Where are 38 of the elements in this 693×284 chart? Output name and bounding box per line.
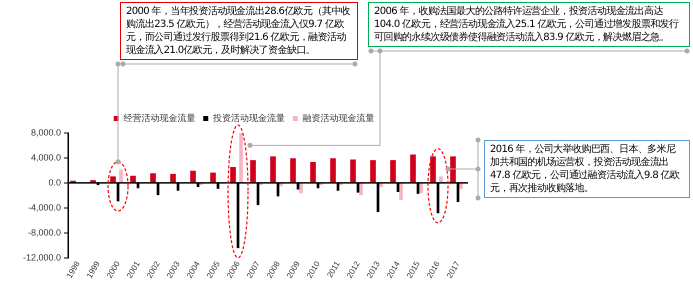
legend-label: 融资活动现金流量 [302, 112, 374, 123]
bar [350, 160, 356, 183]
text: 2016 年，公司大举收购巴西、日本、多米尼加共和国的机场运营权，投资活动现金流出47.8 亿欧元，公司通过融资活动流入9.8 亿欧元，再次推动收购落地。 [484, 140, 690, 198]
bar [390, 160, 396, 183]
bar [239, 133, 243, 183]
legend-label: 经营活动现金流量 [123, 112, 196, 123]
bar [119, 169, 123, 183]
bar [459, 183, 463, 189]
bar [439, 176, 443, 183]
bar [419, 183, 423, 194]
bar [410, 154, 416, 183]
y-tick-label: 0.0 [48, 177, 62, 188]
bar [250, 160, 256, 183]
bar [130, 176, 136, 183]
bar [210, 172, 216, 183]
bar [150, 173, 156, 183]
text: 2006 年，收购法国最大的公路特许运营企业，投资活动现金流出高达104.0 亿欧元，经营活动现金流入25.1 亿欧元，公司通过增发股票和发行可回购的永续次级债券使得融资活动流入83.9 亿欧元，解决燃眉之急。 [368, 2, 690, 47]
bar [170, 174, 176, 183]
bar [290, 158, 296, 183]
bar [310, 162, 316, 183]
bar [359, 183, 363, 196]
bar [370, 160, 376, 183]
legend-label: 投资活动现金流量 [212, 112, 285, 123]
bar [330, 158, 336, 183]
text: 2000 年，当年投资活动现金流出28.6亿欧元（其中收购流出23.5 亿欧元），经营活动现金流入仅9.7 亿欧元，而公司通过发行股票得到21.6 亿欧元，融资活动现金流入21.0亿欧元，及时解决了资金缺口。 [120, 2, 358, 60]
bar [190, 170, 196, 183]
y-tick-label: -8,000.0 [28, 227, 62, 238]
bar [110, 176, 116, 183]
y-tick-label: -12,000.0 [23, 252, 62, 262]
bar [299, 183, 303, 194]
bar [430, 156, 436, 183]
bar [230, 166, 236, 183]
y-tick-label: 8,000.0 [31, 127, 62, 138]
bar [270, 156, 276, 183]
y-tick-label: -4,000.0 [28, 202, 62, 212]
y-tick-label: 4,000.0 [31, 152, 62, 162]
bar [399, 183, 403, 200]
bar [450, 156, 456, 183]
